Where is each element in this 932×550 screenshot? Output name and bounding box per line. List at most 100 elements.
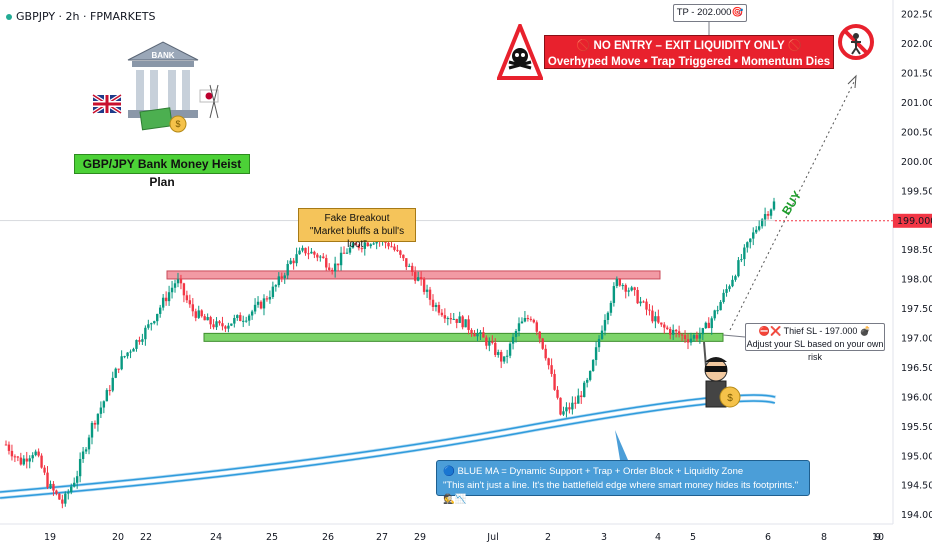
candle-body	[648, 309, 651, 311]
candle-body	[31, 455, 34, 459]
candle-body	[120, 356, 123, 370]
candle-body	[182, 283, 186, 296]
candle-body	[615, 278, 619, 287]
candle-body	[443, 315, 447, 319]
candle-body	[491, 341, 494, 343]
candle-body	[544, 348, 547, 359]
plan-title: GBP/JPY Bank Money Heist Plan	[74, 154, 250, 189]
candle-body	[96, 413, 100, 425]
candle-body	[763, 214, 767, 220]
candle-body	[61, 499, 64, 504]
candle-body	[46, 472, 49, 488]
candle-body	[680, 334, 684, 336]
candle-body	[200, 310, 203, 317]
candle-body	[342, 252, 346, 254]
svg-text:$: $	[727, 393, 733, 404]
candle-body	[609, 302, 613, 313]
candle-body	[58, 493, 61, 500]
candle-body	[348, 247, 352, 253]
candle-body	[743, 247, 746, 260]
x-tick-label: 20	[112, 532, 124, 543]
y-tick-label: 201.500	[901, 69, 932, 80]
candle-body	[132, 348, 135, 352]
candle-body	[242, 320, 245, 322]
candle-body	[606, 312, 610, 320]
candle-body	[28, 458, 31, 462]
candle-body	[588, 370, 592, 380]
candle-body	[147, 324, 150, 328]
candle-body	[686, 339, 690, 343]
candle-body	[393, 246, 396, 250]
candle-body	[274, 285, 278, 287]
stop-loss-title: ⛔❌ Thief SL - 197.000 💣	[758, 326, 872, 336]
candle-body	[701, 328, 705, 335]
candle-body	[298, 250, 301, 255]
candle-body	[769, 209, 773, 216]
candle-body	[428, 289, 432, 300]
bank-icon: BANK	[127, 41, 199, 118]
candle-body	[123, 356, 126, 358]
candle-body	[728, 286, 731, 290]
candle-body	[440, 312, 444, 316]
no-entry-subtitle: Overhyped Move • Trap Triggered • Moment…	[547, 56, 831, 68]
candle-body	[206, 317, 209, 321]
candle-body	[624, 285, 627, 292]
y-tick-label: 197.500	[901, 304, 932, 315]
candle-body	[250, 311, 254, 316]
candle-body	[153, 321, 156, 324]
candle-body	[749, 238, 752, 243]
candle-body	[529, 318, 533, 320]
candle-body	[674, 329, 678, 332]
bank-sign: BANK	[151, 51, 174, 60]
candle-body	[476, 333, 479, 337]
x-tick-label: 5	[690, 532, 696, 543]
y-tick-label: 200.000	[901, 157, 932, 168]
candle-body	[99, 407, 103, 414]
candle-body	[150, 323, 153, 325]
candle-body	[547, 358, 550, 366]
x-tick-label: 10	[872, 532, 884, 543]
candle-body	[295, 254, 298, 264]
candle-body	[695, 335, 699, 339]
candle-body	[360, 248, 364, 250]
y-tick-label: 196.500	[901, 363, 932, 374]
candle-body	[34, 451, 37, 456]
candle-body	[90, 422, 94, 438]
candle-body	[752, 232, 755, 239]
candle-body	[224, 326, 227, 329]
candle-body	[464, 319, 467, 328]
candle-body	[203, 316, 206, 321]
projection-arrowhead	[847, 74, 857, 89]
candle-body	[766, 214, 770, 216]
candle-body	[704, 322, 707, 329]
candle-body	[562, 411, 565, 415]
candle-body	[698, 334, 702, 339]
candle-body	[117, 368, 120, 370]
skull-icon	[497, 24, 543, 80]
candle-body	[520, 321, 524, 324]
candle-body	[612, 286, 616, 303]
candle-body	[461, 316, 464, 328]
candle-body	[372, 243, 375, 245]
candle-body	[473, 333, 476, 337]
candle-body	[725, 289, 728, 293]
projection-line	[729, 79, 856, 331]
candle-body	[271, 286, 275, 298]
japan-flag-icon	[199, 84, 219, 119]
candle-body	[316, 254, 319, 258]
current-price-flag	[893, 213, 932, 228]
candle-body	[651, 310, 654, 322]
candle-body	[218, 321, 221, 324]
candle-body	[731, 279, 734, 287]
candle-body	[280, 276, 283, 279]
candle-body	[639, 301, 642, 304]
candle-body	[366, 242, 369, 247]
candle-body	[716, 310, 719, 312]
candle-body	[414, 271, 417, 281]
candle-body	[532, 319, 536, 323]
x-tick-label: 24	[210, 532, 222, 543]
candle-body	[585, 379, 589, 383]
stop-loss-note: ⛔❌ Thief SL - 197.000 💣 Adjust your SL b…	[745, 323, 885, 362]
candle-body	[677, 331, 681, 335]
candle-body	[319, 256, 322, 258]
